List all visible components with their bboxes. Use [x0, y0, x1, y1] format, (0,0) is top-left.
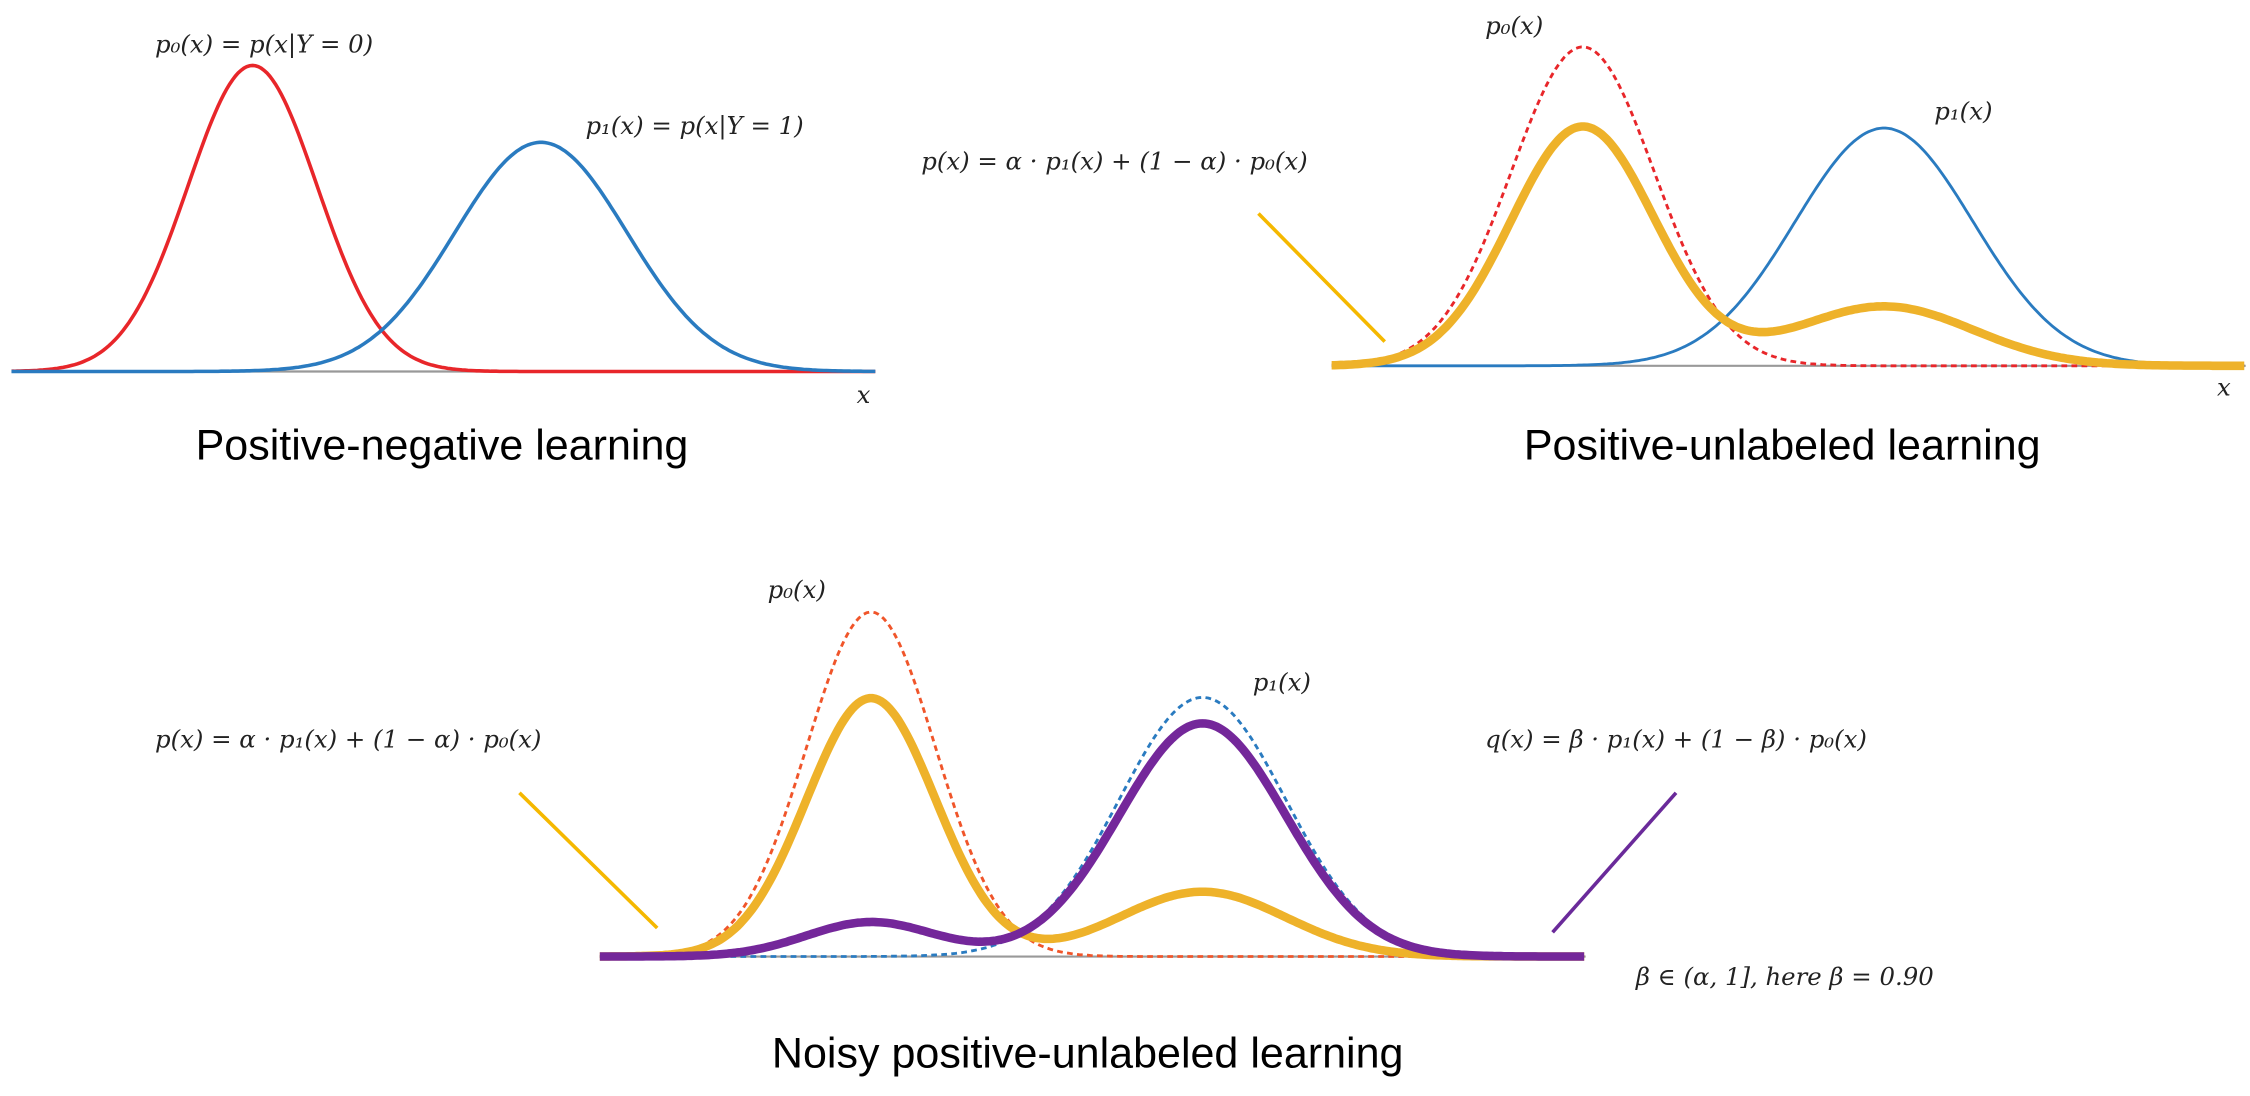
label: p₀(x) = p(x|Y = 0)	[155, 30, 373, 60]
label: x	[857, 380, 871, 409]
panel-title: Positive-unlabeled learning	[1524, 422, 2041, 470]
label: p₁(x)	[1253, 667, 1311, 696]
label: x	[2217, 373, 2231, 402]
curve	[11, 140, 876, 374]
label: p(x) = α · p₁(x) + (1 − α) · p₀(x)	[921, 146, 1307, 175]
curve	[599, 693, 1585, 961]
label: p₀(x)	[768, 575, 826, 604]
curves	[11, 45, 2245, 961]
label: β ∈ (α, 1], here β = 0.90	[1635, 962, 1934, 991]
curve	[1331, 45, 2245, 368]
panel-title: Noisy positive-unlabeled learning	[772, 1030, 1404, 1078]
curve	[1331, 122, 2245, 371]
label: q(x) = β · p₁(x) + (1 − β) · p₀(x)	[1485, 724, 1867, 753]
label: p₁(x) = p(x|Y = 1)	[585, 111, 803, 141]
label: p₀(x)	[1485, 11, 1543, 40]
curve	[599, 610, 1585, 958]
arrow	[1551, 791, 1678, 934]
arrow	[1257, 212, 1387, 343]
curve	[1331, 126, 2245, 368]
curve	[11, 63, 876, 374]
arrow	[518, 791, 659, 930]
label: p(x) = α · p₁(x) + (1 − α) · p₀(x)	[155, 724, 541, 753]
label: p₁(x)	[1934, 97, 1992, 126]
panel-title: Positive-negative learning	[196, 422, 689, 470]
curve	[599, 719, 1585, 961]
